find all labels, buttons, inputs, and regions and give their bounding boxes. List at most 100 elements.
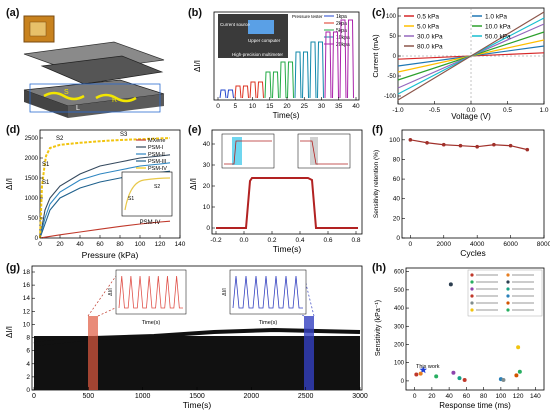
pulse [249, 81, 257, 99]
tick-h-label: 40 [446, 393, 454, 400]
ytick-g-label: 8 [26, 335, 30, 342]
tick-d-label: 40 [76, 241, 84, 248]
legend-h-marker [470, 280, 474, 284]
tick-g-label: 3000 [352, 393, 368, 400]
legend-c-label: 0.5 kPa [417, 14, 439, 21]
x-ticks-b: 0 5 10 15 20 25 30 35 40 [216, 97, 360, 110]
plot-frame [213, 11, 360, 101]
y-ticks-h: 600 500 400 300 200 100 0 [394, 270, 409, 385]
y-axis-label-b: ΔI/I [193, 60, 202, 72]
reference-point [517, 369, 522, 374]
legend-h-marker [506, 301, 510, 305]
y-axis-label-f: Sensitivity retention (%) [373, 150, 380, 218]
inset-g2-wave [232, 275, 303, 309]
reference-point [414, 372, 419, 377]
ytick-g-label: 14 [23, 295, 31, 302]
scatter-points [414, 282, 522, 382]
legend-h-marker [506, 273, 510, 277]
pulse [294, 51, 302, 99]
ytick-e-label: 10 [203, 204, 211, 211]
x-ticks-e: -0.2 0.0 0.2 0.4 0.6 0.8 [210, 231, 361, 244]
middle-layer [40, 55, 164, 85]
tick-b-label: 5 [233, 103, 237, 110]
retention-point [508, 143, 513, 148]
x-ticks-d: 0 20 40 60 80 100 120 140 [38, 235, 186, 248]
retention-point [408, 138, 413, 142]
legend-h-box [467, 269, 543, 317]
panel-f-chart: 0 2000 4000 6000 8000 100 80 60 40 20 0 Sensitivi… [373, 129, 550, 258]
tick-b-label: 0 [216, 103, 220, 110]
tick-b-label: 15 [266, 103, 274, 110]
tick-d-label: 60 [96, 241, 104, 248]
tick-f-label: 0 [409, 241, 413, 248]
pressure-curve [39, 162, 171, 239]
panel-label-f: (f) [372, 124, 383, 136]
legend-h-marker [470, 308, 474, 312]
ytick-f-label: 100 [389, 137, 400, 144]
inset-e2-curve [300, 140, 348, 165]
reference-point [501, 377, 506, 382]
pulse [234, 85, 242, 99]
legend-c-label: 5.0 kPa [417, 24, 439, 31]
legend-h [467, 269, 543, 317]
legend-b-label: 20kpa [336, 42, 350, 48]
y-axis-label-h: Sensitivity (kPa⁻¹) [375, 300, 382, 356]
tick-d-label: 0 [38, 241, 42, 248]
tick-h-label: 20 [428, 393, 436, 400]
y-axis-label-g: ΔI/I [5, 326, 14, 338]
legend-b-label: 2kpa [336, 21, 347, 27]
pulse [272, 71, 279, 99]
tick-c-label: -0.5 [429, 107, 441, 114]
panel-e-chart: -0.2 0.0 0.2 0.4 0.6 0.8 40 30 20 10 0 ΔI/I Time(… [189, 129, 363, 254]
tick-e-label: 0.2 [267, 237, 276, 244]
panel-label-a: (a) [6, 7, 20, 19]
legend-c-label: 50.0 kPa [485, 34, 511, 41]
pulse [339, 19, 347, 99]
ytick-d-label: 0 [35, 236, 39, 242]
y-axis-label-e: ΔI/I [189, 178, 198, 190]
ytick-f-label: 40 [393, 196, 401, 203]
inset-d-frame [121, 171, 173, 217]
pulse [324, 31, 332, 99]
x-axis-label-b: Time(s) [273, 111, 300, 120]
panel-label-e: (e) [188, 124, 202, 136]
legend-h-marker [506, 294, 510, 298]
legend-h-marker [470, 287, 474, 291]
ytick-g-label: 16 [23, 282, 31, 289]
legend-c-label: 30.0 kPa [417, 34, 443, 41]
inset-g1-xlabel: Time(s) [142, 320, 161, 326]
tick-d-label: 120 [155, 241, 166, 248]
tick-b-label: 10 [249, 103, 257, 110]
ytick-h-label: 500 [394, 288, 405, 294]
tick-h-label: 120 [513, 393, 524, 400]
panel-h-chart: 0 20 40 60 80 100 120 140 600 500 400 300 200 100 0 T… [375, 267, 545, 410]
highlight-500s [88, 316, 98, 390]
tick-b-label: 25 [301, 103, 309, 110]
reference-point [514, 373, 519, 378]
ytick-e-label: 30 [203, 162, 211, 169]
retention-point [458, 143, 463, 148]
legend-b-label: 1kpa [336, 14, 347, 20]
panel-label-h: (h) [372, 262, 387, 274]
inset-d-title: PSM-IV [140, 220, 161, 226]
tick-c-label: 1.0 [539, 107, 548, 114]
tick-d-label: 100 [135, 241, 146, 248]
tick-e-label: 0.4 [295, 237, 304, 244]
tick-d-label: 140 [175, 241, 186, 248]
inset-d-label-s2: S2 [154, 184, 160, 190]
tick-g-label: 2500 [298, 393, 314, 400]
tick-f-label: 6000 [503, 241, 518, 248]
tick-h-label: 140 [530, 393, 541, 400]
zoom-line-2b [303, 275, 315, 317]
reference-point [462, 377, 467, 382]
photo-label-current-source: Current source [220, 22, 250, 27]
pulse [287, 61, 294, 99]
ytick-e-label: 0 [206, 225, 210, 232]
inset-d-label-s1: S1 [128, 196, 134, 202]
tick-g-label: 1500 [189, 393, 205, 400]
x-ticks-f: 0 2000 4000 6000 8000 [409, 235, 550, 248]
pulse [264, 71, 272, 99]
ytick-g-label: 2 [26, 374, 30, 381]
x-ticks-h: 0 20 40 60 80 100 120 140 [413, 387, 541, 400]
inset-g2-ylabel: ΔI/I [222, 288, 228, 296]
